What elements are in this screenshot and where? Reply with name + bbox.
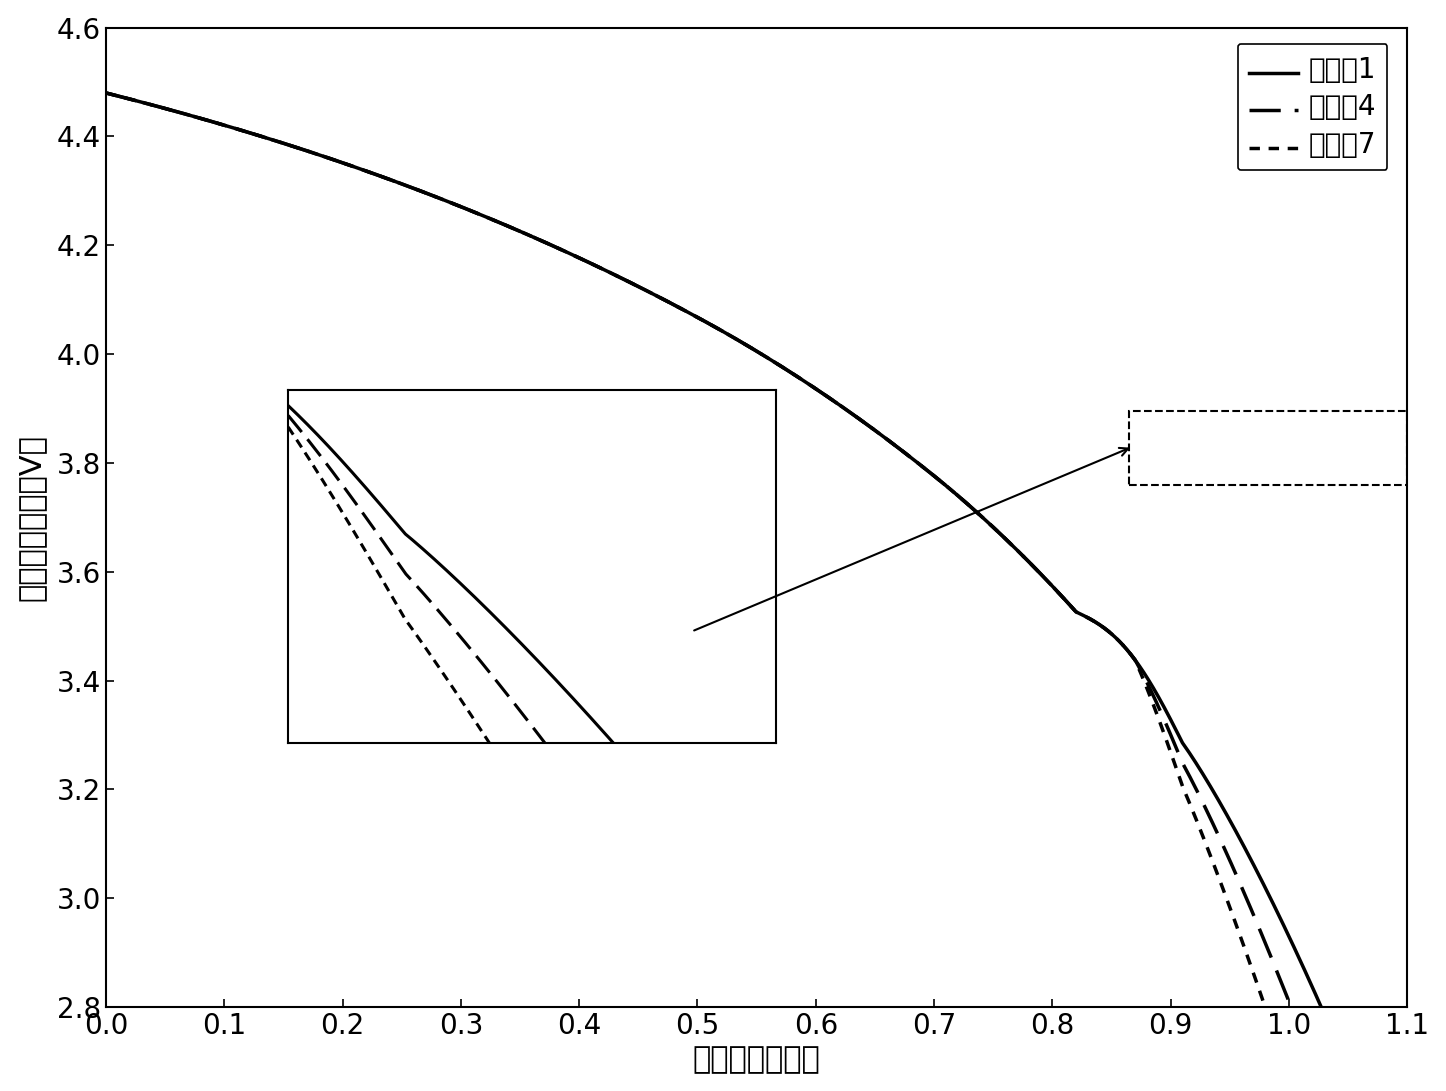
Legend: 实施例1, 实施例4, 实施例7: 实施例1, 实施例4, 实施例7 <box>1238 45 1387 170</box>
Y-axis label: 测试电池电压（V）: 测试电池电压（V） <box>17 434 46 601</box>
X-axis label: 放电容量归一化: 放电容量归一化 <box>693 1045 820 1075</box>
Bar <box>1129 411 1407 484</box>
